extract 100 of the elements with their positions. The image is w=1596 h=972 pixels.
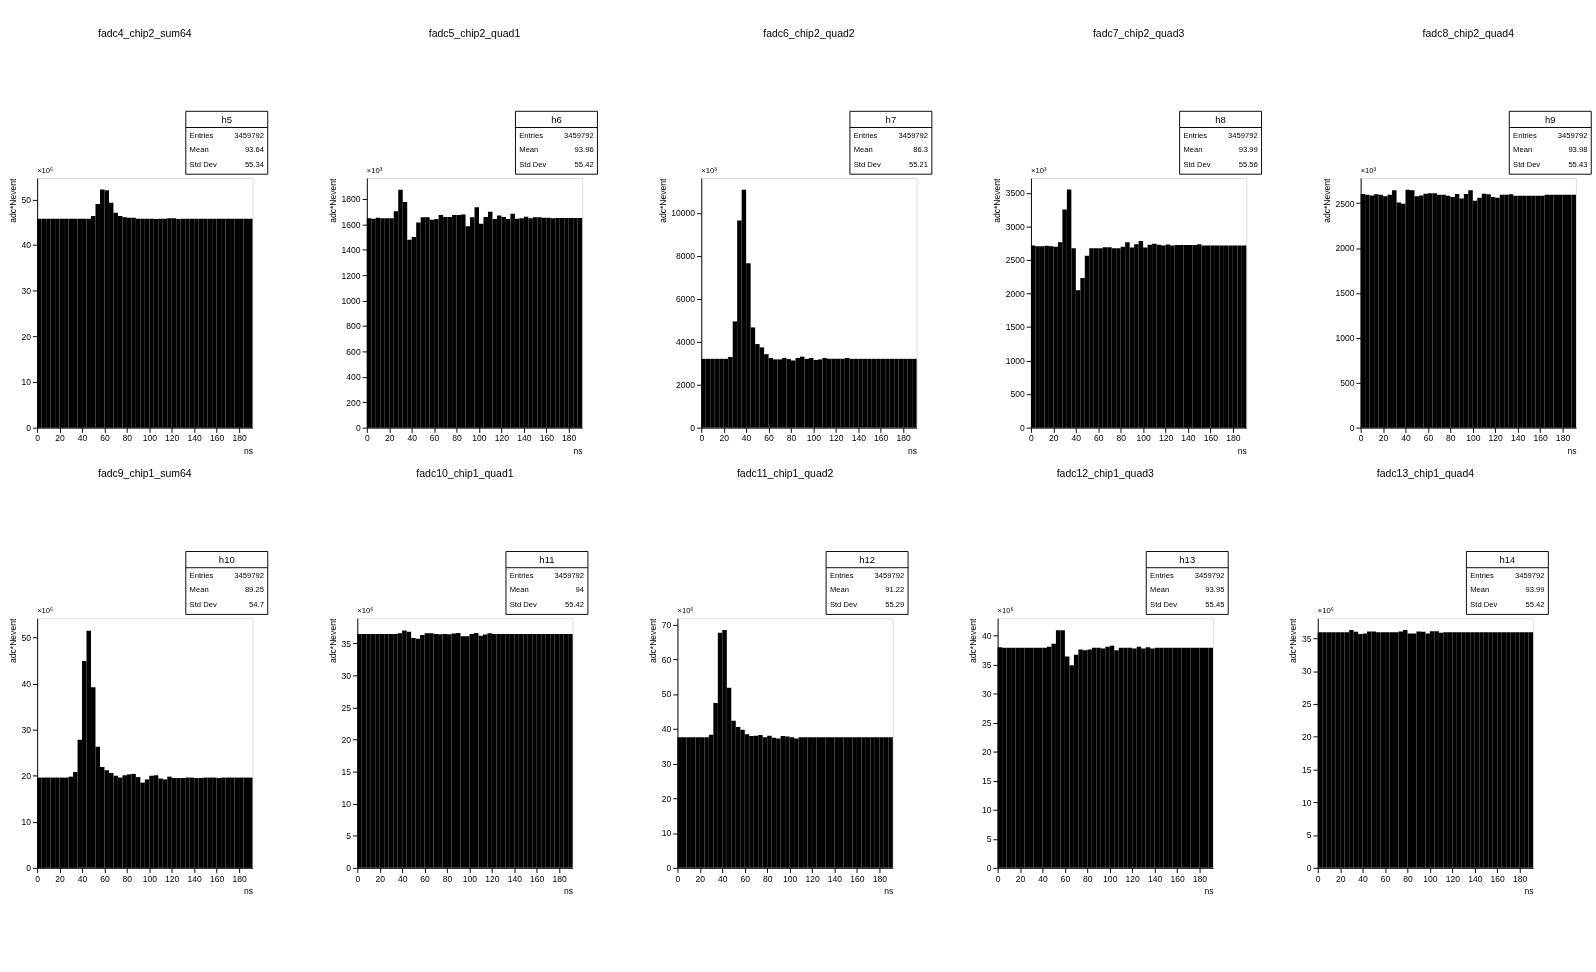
y-tick-label: 10 (341, 799, 352, 810)
y-tick-label: 6000 (676, 294, 696, 305)
text: h11 (539, 553, 555, 565)
y-tick-label: 8000 (676, 251, 696, 262)
x-tick-label: 40 (77, 433, 88, 444)
y-tick-label: 10 (661, 828, 672, 839)
text: Mean (829, 585, 849, 595)
text: 3459792 (1557, 130, 1588, 140)
x-tick-label: 160 (1533, 433, 1548, 444)
x-tick-label: 120 (829, 433, 844, 444)
y-tick-label: 10 (1302, 797, 1312, 808)
x-tick-label: 20 (1378, 433, 1389, 444)
y-tick-label: 20 (1302, 732, 1312, 743)
y-tick-label: 10000 (671, 208, 696, 219)
text: 3459792 (563, 130, 594, 140)
x-tick-label: 120 (165, 433, 180, 444)
text: Mean (189, 145, 209, 155)
x-tick-label: 140 (1511, 433, 1526, 444)
text: 3459792 (1228, 130, 1258, 140)
x-tick-label: 100 (1466, 433, 1481, 444)
text: Entries (509, 571, 534, 581)
text: ×10³ (1360, 166, 1377, 176)
y-tick-label: 4000 (676, 337, 696, 348)
text: 93.99 (1238, 145, 1258, 155)
y-tick-label: 35 (341, 638, 352, 649)
text: 54.7 (249, 599, 264, 609)
y-tick-label: 0 (666, 863, 672, 874)
y-axis-title: adc*Nevent (327, 177, 338, 223)
x-tick-label: 180 (1512, 873, 1528, 884)
text: Std Dev (1183, 159, 1211, 169)
y-tick-label: 20 (21, 331, 32, 342)
y-axis-title: adc*Nevent (327, 618, 338, 663)
x-tick-label: 100 (806, 433, 822, 444)
text: ×10³ (366, 166, 383, 176)
y-tick-label: 30 (661, 758, 672, 769)
y-tick-label: 50 (21, 632, 32, 643)
text: ×10⁶ (677, 606, 694, 616)
x-tick-label: 180 (1192, 873, 1208, 884)
text: 94 (575, 585, 585, 595)
y-tick-label: 2000 (1335, 243, 1355, 254)
x-tick-label: 180 (552, 873, 568, 884)
chart-title: fadc12_chip1_quad3 (1056, 467, 1155, 479)
x-tick-label: 160 (874, 433, 889, 444)
text: 55.29 (885, 599, 905, 609)
text: Entries (1150, 571, 1174, 581)
y-tick-label: 500 (1340, 378, 1355, 389)
x-tick-label: 180 (896, 433, 912, 444)
chart-title: fadc9_chip1_sum64 (97, 467, 192, 479)
x-tick-label: 20 (719, 433, 730, 444)
x-tick-label: 0 (35, 873, 41, 884)
text: h13 (1179, 553, 1196, 565)
x-tick-label: 100 (1103, 873, 1118, 884)
y-tick-label: 50 (661, 689, 672, 700)
text: h6 (551, 113, 562, 125)
x-tick-label: 120 (1488, 433, 1504, 444)
x-tick-label: 120 (805, 873, 820, 884)
x-tick-label: 40 (1401, 433, 1411, 444)
text: 55.42 (574, 159, 594, 169)
x-tick-label: 160 (1170, 873, 1185, 884)
text: 93.99 (1525, 585, 1545, 595)
text: 89.25 (244, 585, 264, 595)
text: Std Dev (1513, 159, 1541, 169)
y-tick-label: 20 (341, 734, 352, 745)
y-tick-label: 50 (21, 194, 32, 205)
x-tick-label: 140 (1468, 873, 1483, 884)
x-tick-label: 40 (77, 873, 88, 884)
y-tick-label: 20 (21, 771, 32, 782)
text: Entries (1513, 130, 1537, 140)
y-tick-label: 5 (986, 834, 992, 845)
x-tick-label: 180 (1555, 433, 1571, 444)
x-tick-label: 20 (384, 433, 395, 444)
x-tick-label: 140 (517, 433, 532, 444)
y-tick-label: 0 (26, 863, 32, 874)
y-tick-label: 15 (981, 776, 992, 787)
x-tick-label: 80 (122, 433, 133, 444)
y-tick-label: 3000 (1005, 221, 1025, 232)
text: Mean (509, 585, 529, 595)
text: 93.95 (1205, 585, 1225, 595)
x-tick-label: 120 (1445, 873, 1461, 884)
x-tick-label: 100 (142, 873, 158, 884)
y-tick-label: 30 (21, 725, 32, 736)
y-tick-label: 1500 (1005, 322, 1025, 333)
text: 55.56 (1238, 159, 1258, 169)
x-tick-label: 180 (232, 873, 247, 884)
text: ×10⁶ (37, 606, 54, 616)
text: Mean (1183, 145, 1203, 155)
x-tick-label: 20 (1049, 433, 1059, 444)
y-tick-label: 2000 (1005, 288, 1025, 299)
text: Mean (189, 585, 209, 595)
text: Std Dev (519, 159, 547, 169)
x-tick-label: 60 (100, 873, 110, 884)
y-tick-label: 1800 (341, 194, 361, 205)
x-tick-label: 180 (232, 433, 247, 444)
x-axis-title: ns (243, 886, 253, 897)
x-tick-label: 180 (562, 433, 577, 444)
y-tick-label: 10 (981, 805, 992, 816)
y-tick-label: 15 (341, 766, 352, 777)
y-tick-label: 30 (341, 670, 352, 681)
chart-title: fadc10_chip1_quad1 (416, 467, 514, 479)
y-tick-label: 70 (661, 619, 672, 630)
